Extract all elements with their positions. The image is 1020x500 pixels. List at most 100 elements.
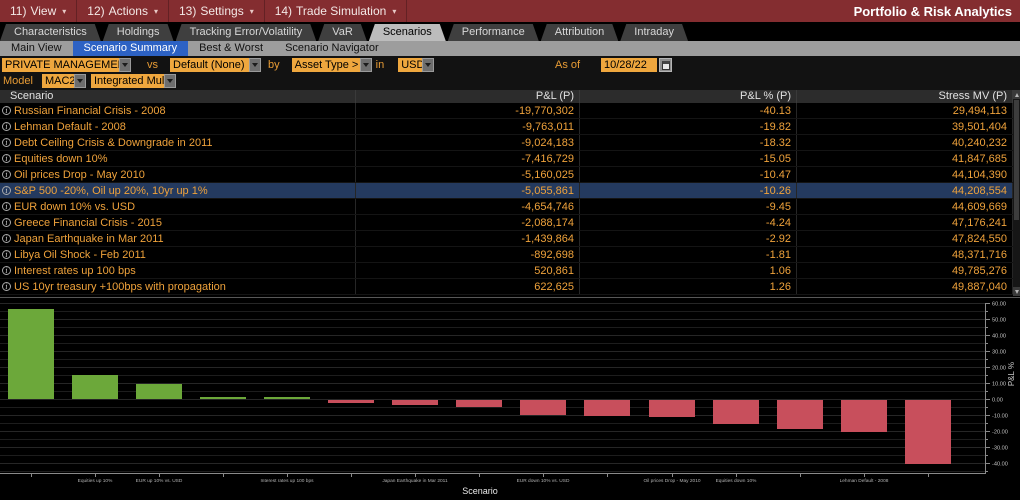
portfolio-select[interactable]: PRIVATE MANAGEMENT ( — [2, 58, 119, 72]
scrollbar-down-button[interactable] — [1013, 287, 1020, 296]
column-header-pnl-pct[interactable]: P&L % (P) — [580, 90, 797, 103]
chart-bar-interest-rates-up-100-bps[interactable] — [264, 397, 310, 399]
controls-row-2: Model MAC2 Integrated Mul — [0, 73, 1020, 89]
group-by-select[interactable]: Asset Type > — [291, 58, 360, 72]
cell-pnl: -19,770,302 — [356, 103, 580, 118]
subtab-best-worst[interactable]: Best & Worst — [199, 42, 264, 54]
x-tick-label: EUR up 10% vs. USD — [135, 478, 183, 484]
info-icon[interactable]: i — [2, 186, 11, 195]
subtab-main-view[interactable]: Main View — [11, 42, 62, 54]
table-row[interactable]: i US 10yr treasury +100bps with propagati… — [0, 279, 1013, 295]
chart-bar-6[interactable] — [328, 400, 374, 403]
subtab-scenario-summary[interactable]: Scenario Summary — [72, 41, 189, 56]
y-tick — [985, 351, 990, 352]
scrollbar-up-button[interactable] — [1013, 90, 1020, 99]
chart-bar-eur-down-10-vs-usd[interactable] — [520, 400, 566, 415]
cell-pnl-pct: -4.24 — [580, 215, 797, 230]
gridline — [0, 367, 985, 368]
subtab-scenario-navigator[interactable]: Scenario Navigator — [285, 42, 379, 54]
currency-dropdown-button[interactable] — [422, 58, 435, 72]
chart-bar-eur-up-10-vs-usd[interactable] — [136, 384, 182, 399]
chart-bar-japan-earthquake-in-mar-2011[interactable] — [392, 400, 438, 405]
model-label: Model — [3, 75, 33, 87]
tab-characteristics[interactable]: Characteristics — [0, 24, 101, 41]
cell-stress-mv: 47,176,241 — [797, 215, 1013, 230]
chart-bar-lehman-default-2008[interactable] — [841, 400, 887, 432]
x-tick-label: Equities up 10% — [77, 478, 113, 484]
table-row[interactable]: i Greece Financial Crisis - 2015 -2,088,17… — [0, 215, 1013, 231]
chart-bar-13[interactable] — [777, 400, 823, 429]
cell-scenario: i Russian Financial Crisis - 2008 — [0, 103, 356, 118]
info-icon[interactable]: i — [2, 282, 11, 291]
benchmark-dropdown-button[interactable] — [249, 58, 261, 72]
info-icon[interactable]: i — [2, 234, 11, 243]
chart-bar-equities-up-10[interactable] — [72, 375, 118, 399]
table-row[interactable]: i EUR down 10% vs. USD -4,654,746 -9.45 44,6… — [0, 199, 1013, 215]
cell-pnl: -9,763,011 — [356, 119, 580, 134]
benchmark-select[interactable]: Default (None) — [170, 58, 249, 72]
tab-tracking-error-volatility[interactable]: Tracking Error/Volatility — [176, 24, 317, 41]
table-row[interactable]: i Interest rates up 100 bps 520,861 1.06 49,… — [0, 263, 1013, 279]
table-row[interactable]: i S&P 500 -20%, Oil up 20%, 10yr up 1% -5,… — [0, 183, 1013, 199]
cell-stress-mv: 40,240,232 — [797, 135, 1013, 150]
menu-item-settings[interactable]: 13) Settings ▾ — [169, 0, 265, 22]
info-icon[interactable]: i — [2, 122, 11, 131]
y-tick-label: -40.00 — [992, 460, 1008, 467]
gridline — [0, 455, 985, 456]
column-header-stress-mv[interactable]: Stress MV (P) — [797, 90, 1013, 103]
info-icon[interactable]: i — [2, 170, 11, 179]
column-header-pnl[interactable]: P&L (P) — [356, 90, 580, 103]
model-type-select[interactable]: Integrated Mul — [90, 74, 164, 88]
info-icon[interactable]: i — [2, 202, 11, 211]
chart-bar-oil-prices-drop-may-2010[interactable] — [649, 400, 695, 417]
column-header-scenario[interactable]: Scenario — [0, 90, 356, 103]
table-row[interactable]: i Equities down 10% -7,416,729 -15.05 41,847… — [0, 151, 1013, 167]
scrollbar-thumb[interactable] — [1014, 100, 1019, 220]
scenario-name: Japan Earthquake in Mar 2011 — [14, 232, 164, 245]
chart-bar-equities-down-10[interactable] — [713, 400, 759, 424]
menu-item-view[interactable]: 11) View ▾ — [0, 0, 78, 22]
info-icon[interactable]: i — [2, 106, 11, 115]
group-by-dropdown-button[interactable] — [359, 58, 372, 72]
tab-performance[interactable]: Performance — [448, 24, 539, 41]
tab-attribution[interactable]: Attribution — [541, 24, 619, 41]
chart-bar-8[interactable] — [456, 400, 502, 407]
model-select[interactable]: MAC2 — [41, 74, 74, 88]
gridline — [0, 431, 985, 432]
table-row[interactable]: i Lehman Default - 2008 -9,763,011 -19.82 39… — [0, 119, 1013, 135]
tab-var[interactable]: VaR — [318, 24, 367, 41]
table-scrollbar[interactable] — [1013, 90, 1020, 296]
chart-bar-4[interactable] — [200, 397, 246, 399]
info-icon[interactable]: i — [2, 218, 11, 227]
y-tick-label: -10.00 — [992, 412, 1008, 419]
calendar-button[interactable] — [659, 58, 672, 72]
gridline — [0, 359, 985, 360]
scenario-name: S&P 500 -20%, Oil up 20%, 10yr up 1% — [14, 184, 208, 197]
portfolio-dropdown-button[interactable] — [119, 58, 131, 72]
table-row[interactable]: i Libya Oil Shock - Feb 2011 -892,698 -1.81… — [0, 247, 1013, 263]
model-dropdown-button[interactable] — [73, 74, 86, 88]
tab-scenarios[interactable]: Scenarios — [369, 24, 446, 41]
info-icon[interactable]: i — [2, 266, 11, 275]
x-tick — [672, 474, 673, 477]
chart-bar-15[interactable] — [905, 400, 951, 464]
currency-select[interactable]: USD — [398, 58, 423, 72]
chart-bar-10[interactable] — [584, 400, 630, 416]
table-row[interactable]: i Debt Ceiling Crisis & Downgrade in 2011… — [0, 135, 1013, 151]
model-type-dropdown-button[interactable] — [163, 74, 176, 88]
gridline — [0, 311, 985, 312]
menu-item-trade-simulation[interactable]: 14) Trade Simulation ▾ — [265, 0, 408, 22]
menu-item-actions[interactable]: 12) Actions ▾ — [77, 0, 169, 22]
tab-intraday[interactable]: Intraday — [620, 24, 688, 41]
menu-item-number: 13) — [178, 4, 197, 18]
info-icon[interactable]: i — [2, 250, 11, 259]
chart-bar-1[interactable] — [8, 309, 54, 399]
table-row[interactable]: i Oil prices Drop - May 2010 -5,160,025 -10… — [0, 167, 1013, 183]
info-icon[interactable]: i — [2, 138, 11, 147]
asof-date-input[interactable]: 10/28/22 — [601, 58, 657, 72]
info-icon[interactable]: i — [2, 154, 11, 163]
cell-pnl: -5,160,025 — [356, 167, 580, 182]
table-row[interactable]: i Russian Financial Crisis - 2008 -19,770,… — [0, 103, 1013, 119]
table-row[interactable]: i Japan Earthquake in Mar 2011 -1,439,864-… — [0, 231, 1013, 247]
tab-holdings[interactable]: Holdings — [103, 24, 174, 41]
